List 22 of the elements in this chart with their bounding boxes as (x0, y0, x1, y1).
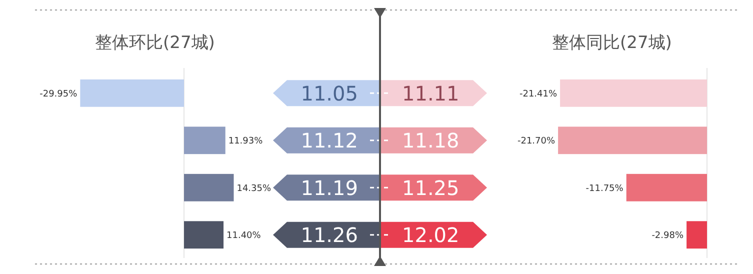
bar (80, 79, 184, 107)
y-tick-label: 11.19 (300, 176, 358, 200)
data-label: -2.98% (652, 231, 684, 242)
bar (184, 221, 224, 249)
data-label: -21.70% (517, 136, 556, 147)
y-tick-label: 12.02 (402, 223, 460, 248)
chart-title: 整体环比(27城) (95, 33, 215, 53)
y-tick-label: 11.05 (300, 81, 358, 106)
y-tick-label: 11.12 (300, 128, 358, 153)
data-label: 11.93% (228, 136, 264, 147)
bar (184, 174, 234, 202)
y-tick-label: 11.26 (300, 223, 358, 248)
y-tick-label: 11.25 (402, 176, 460, 200)
y-tick-label: 11.11 (402, 81, 460, 106)
data-label: 14.35% (236, 184, 272, 194)
chart-title: 整体同比(27城) (552, 33, 672, 53)
data-label: -29.95% (40, 89, 78, 100)
y-tick-label: 11.18 (402, 128, 460, 153)
data-label: -21.41% (519, 89, 558, 100)
data-label: 11.40% (226, 231, 262, 242)
bar (184, 126, 226, 154)
data-label: -11.75% (586, 184, 624, 194)
